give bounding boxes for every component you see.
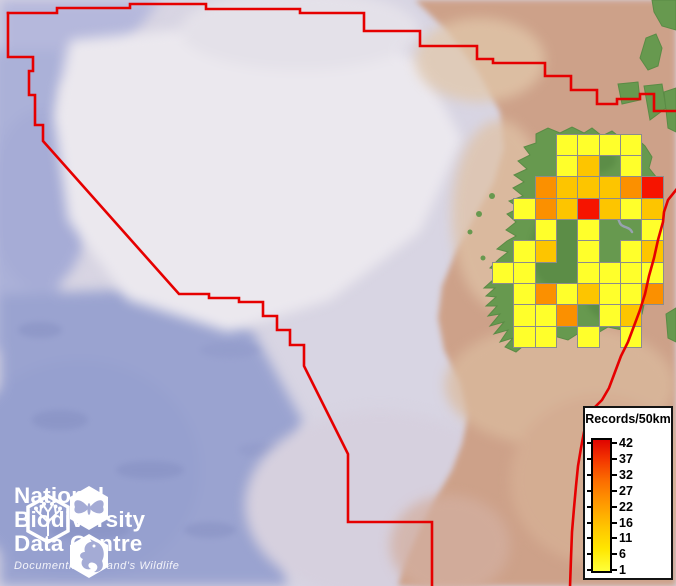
legend-tick bbox=[587, 473, 592, 476]
logo-hexagons bbox=[26, 486, 108, 578]
grid-cell[interactable] bbox=[555, 176, 579, 199]
butterfly-icon bbox=[70, 486, 108, 530]
grid-cell[interactable] bbox=[598, 261, 621, 284]
legend-tick bbox=[587, 569, 592, 572]
grid-cell[interactable] bbox=[534, 218, 557, 242]
grid-cell[interactable] bbox=[534, 304, 557, 327]
grid-cell[interactable] bbox=[598, 176, 621, 199]
seahorse-icon bbox=[70, 534, 108, 578]
legend-tick bbox=[612, 505, 617, 508]
legend-tick bbox=[612, 457, 617, 460]
grid-cell[interactable] bbox=[555, 304, 579, 327]
grid-cell[interactable] bbox=[513, 197, 536, 220]
legend-value: 37 bbox=[619, 451, 633, 466]
grid-cell[interactable] bbox=[619, 133, 643, 156]
grid-cell[interactable] bbox=[555, 154, 579, 178]
legend-tick bbox=[612, 473, 617, 476]
grid-cell[interactable] bbox=[598, 197, 621, 220]
legend-tick bbox=[587, 505, 592, 508]
grid-cell[interactable] bbox=[577, 240, 600, 263]
legend-colorbar bbox=[591, 438, 612, 573]
legend-tick bbox=[587, 457, 592, 460]
grid-cell[interactable] bbox=[513, 240, 536, 263]
legend-tick bbox=[612, 442, 617, 444]
grid-cell[interactable] bbox=[577, 218, 600, 242]
grid-cell[interactable] bbox=[619, 325, 643, 349]
tree-icon bbox=[26, 494, 70, 544]
legend-value: 1 bbox=[619, 563, 626, 578]
grid-cell[interactable] bbox=[555, 197, 579, 220]
grid-cell[interactable] bbox=[619, 176, 643, 199]
grid-cell[interactable] bbox=[598, 133, 621, 156]
legend-panel: Records/50km 42 37 32 27 22 16 11 6 1 bbox=[583, 406, 673, 580]
grid-cell[interactable] bbox=[513, 325, 536, 349]
legend-title: Records/50km bbox=[585, 412, 671, 426]
grid-cell[interactable] bbox=[577, 197, 600, 220]
grid-cell[interactable] bbox=[641, 240, 664, 263]
grid-cell[interactable] bbox=[598, 304, 621, 327]
legend-value: 27 bbox=[619, 483, 633, 498]
grid-cell[interactable] bbox=[534, 325, 557, 349]
legend-tick bbox=[612, 537, 617, 540]
legend-tick bbox=[587, 553, 592, 556]
grid-cell[interactable] bbox=[577, 133, 600, 156]
legend-tick bbox=[587, 489, 592, 492]
grid-cell[interactable] bbox=[577, 154, 600, 178]
grid-cell[interactable] bbox=[577, 282, 600, 306]
grid-cell[interactable] bbox=[641, 197, 664, 220]
grid-cell[interactable] bbox=[555, 133, 579, 156]
legend-value: 6 bbox=[619, 547, 626, 562]
legend-tick bbox=[612, 553, 617, 556]
legend-value: 11 bbox=[619, 531, 633, 546]
legend-tick bbox=[612, 521, 617, 524]
legend-value: 32 bbox=[619, 467, 633, 482]
legend-value: 42 bbox=[619, 436, 633, 450]
grid-cell[interactable] bbox=[555, 282, 579, 306]
grid-cell[interactable] bbox=[641, 176, 664, 199]
grid-cell[interactable] bbox=[598, 282, 621, 306]
grid-cell[interactable] bbox=[491, 261, 515, 284]
legend-tick bbox=[587, 442, 592, 444]
grid-cell[interactable] bbox=[513, 261, 536, 284]
legend-tick bbox=[612, 489, 617, 492]
legend-tick bbox=[612, 569, 617, 572]
grid-cell[interactable] bbox=[577, 261, 600, 284]
grid-cell[interactable] bbox=[534, 197, 557, 220]
grid-cell[interactable] bbox=[641, 282, 664, 306]
legend-value: 22 bbox=[619, 499, 633, 514]
nbdc-logo: National Biodiversity Data Centre Docume… bbox=[14, 484, 180, 578]
grid-cell[interactable] bbox=[534, 176, 557, 199]
grid-cell[interactable] bbox=[641, 261, 664, 284]
grid-cell[interactable] bbox=[619, 282, 643, 306]
grid-cell[interactable] bbox=[577, 325, 600, 349]
grid-cell[interactable] bbox=[577, 176, 600, 199]
grid-cell[interactable] bbox=[534, 282, 557, 306]
grid-cell[interactable] bbox=[513, 304, 536, 327]
grid-cell[interactable] bbox=[619, 304, 643, 327]
grid-cell[interactable] bbox=[619, 240, 643, 263]
grid-cell[interactable] bbox=[534, 240, 557, 263]
legend-tick bbox=[587, 537, 592, 540]
legend-tick bbox=[587, 521, 592, 524]
grid-cell[interactable] bbox=[619, 197, 643, 220]
grid-cell[interactable] bbox=[619, 154, 643, 178]
grid-cell[interactable] bbox=[619, 261, 643, 284]
grid-cell[interactable] bbox=[641, 218, 664, 242]
grid-cell[interactable] bbox=[513, 282, 536, 306]
legend-value: 16 bbox=[619, 515, 633, 530]
